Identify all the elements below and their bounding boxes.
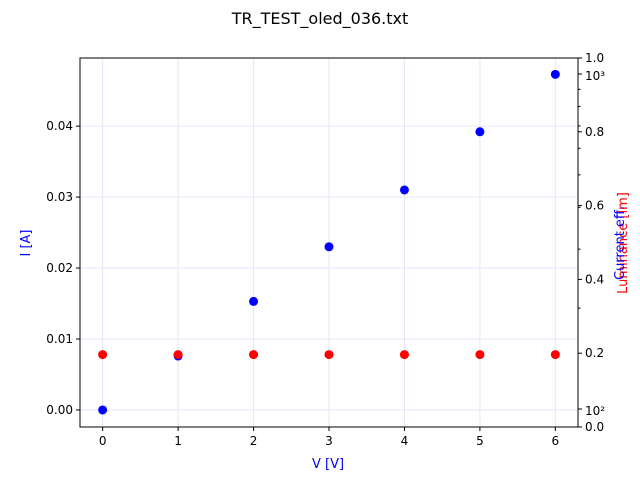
data-points: [98, 69, 560, 415]
data-point-series-0: [324, 242, 334, 252]
data-point-series-0: [550, 69, 560, 79]
data-point-series-1: [475, 350, 485, 360]
data-point-series-0: [475, 127, 485, 137]
right-tick-label: 1.0: [585, 51, 604, 65]
x-tick-label: 2: [250, 434, 258, 448]
data-point-series-1: [98, 350, 108, 360]
right-tick-label: 0.2: [585, 346, 604, 360]
data-point-series-1: [324, 350, 334, 360]
right-axis-ticks: 0.0 0.2 0.4 0.6 0.8 1.0 10² 10³: [578, 51, 605, 434]
right-log-tick-label: 10³: [585, 69, 605, 83]
y-tick-label: 0.03: [46, 190, 73, 204]
right-tick-label: 0.6: [585, 199, 604, 213]
y-tick-label: 0.01: [46, 332, 73, 346]
x-tick-label: 3: [325, 434, 333, 448]
right-tick-label: 0.0: [585, 420, 604, 434]
data-point-series-1: [550, 350, 560, 360]
data-point-series-0: [98, 405, 108, 415]
data-point-series-1: [249, 350, 259, 360]
right-tick-label: 0.4: [585, 272, 604, 286]
grid: [80, 58, 578, 427]
x-tick-label: 1: [174, 434, 182, 448]
y-axis-ticks: 0.00 0.01 0.02 0.03 0.04: [46, 119, 80, 417]
y-axis-label: I [A]: [19, 229, 34, 256]
right-tick-label: 0.8: [585, 125, 604, 139]
x-tick-label: 4: [401, 434, 409, 448]
x-tick-label: 0: [99, 434, 107, 448]
chart-title: TR_TEST_oled_036.txt: [231, 9, 409, 29]
right-axis-label-current-eff: Current eff.: [613, 206, 628, 280]
data-point-series-1: [399, 350, 409, 360]
data-point-series-1: [173, 350, 183, 360]
data-point-series-0: [249, 296, 259, 306]
x-axis-label: V [V]: [312, 457, 344, 472]
data-point-series-0: [399, 185, 409, 195]
y-tick-label: 0.04: [46, 119, 73, 133]
right-axis-label-luminance: Luminance [lm]: [616, 192, 631, 294]
x-tick-label: 6: [552, 434, 560, 448]
y-tick-label: 0.02: [46, 261, 73, 275]
x-tick-label: 5: [476, 434, 484, 448]
y-tick-label: 0.00: [46, 403, 73, 417]
right-log-tick-label: 10²: [585, 404, 605, 418]
x-axis-ticks: 0 1 2 3 4 5 6: [99, 427, 559, 448]
